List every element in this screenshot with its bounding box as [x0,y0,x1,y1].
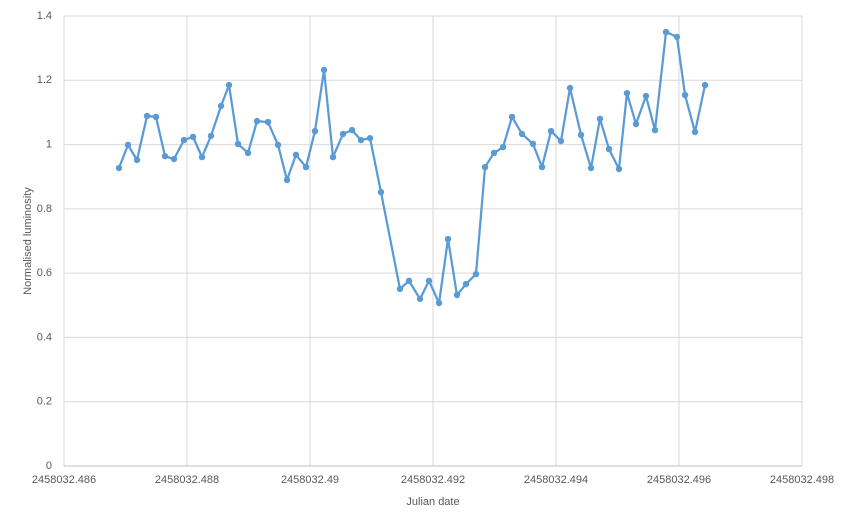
data-point [253,117,261,125]
data-point [481,163,489,171]
data-point [274,141,282,149]
data-point [642,92,650,100]
data-point [538,163,546,171]
y-tick-label: 1 [46,138,52,150]
data-point [320,66,328,74]
data-point [499,143,507,151]
y-tick-label: 1.4 [37,10,52,22]
data-point [366,134,374,142]
data-point [444,235,452,243]
data-point [143,112,151,120]
y-tick-label: 0.4 [37,331,52,343]
data-point [225,81,233,89]
data-point [357,136,365,144]
data-point [490,149,498,157]
y-tick-label: 0.8 [37,203,52,215]
data-point [691,128,699,136]
data-point [264,118,272,126]
data-point [170,155,178,163]
data-point [673,33,681,41]
data-point [547,127,555,135]
x-tick-label: 2458032.488 [155,474,219,486]
data-point [453,291,461,299]
data-point [596,115,604,123]
data-point [133,156,141,164]
data-point [681,91,689,99]
data-point [566,84,574,92]
data-point [701,81,709,89]
data-point [416,295,424,303]
data-point [124,141,132,149]
y-tick-label: 1.2 [37,74,52,86]
data-point [587,164,595,172]
data-point [207,132,215,140]
data-point [508,113,516,121]
data-point [152,113,160,121]
data-point [662,28,670,36]
data-point [377,188,385,196]
data-point [311,127,319,135]
data-point [472,270,480,278]
data-point [292,151,300,159]
data-point [189,133,197,141]
data-point [234,140,242,148]
data-point [435,299,443,307]
data-point [180,136,188,144]
data-point [329,153,337,161]
x-tick-label: 2458032.492 [401,474,465,486]
data-point [605,145,613,153]
data-point [651,126,659,134]
data-point [198,153,206,161]
data-point [577,131,585,139]
data-point [283,176,291,184]
data-point [161,152,169,160]
data-point [557,137,565,145]
data-point [348,126,356,134]
x-tick-label: 2458032.498 [770,474,834,486]
x-tick-label: 2458032.494 [524,474,588,486]
x-tick-label: 2458032.49 [281,474,339,486]
x-tick-label: 2458032.496 [647,474,711,486]
data-point [462,280,470,288]
data-point [244,149,252,157]
y-tick-label: 0 [46,460,52,472]
data-point [217,102,225,110]
x-axis-title: Julian date [406,496,459,508]
data-line [117,30,707,305]
data-point [425,277,433,285]
data-point [396,285,404,293]
data-point [529,140,537,148]
y-tick-label: 0.6 [37,267,52,279]
x-tick-label: 2458032.486 [32,474,96,486]
data-point [632,120,640,128]
data-point [302,163,310,171]
y-tick-label: 0.2 [37,396,52,408]
data-point [115,164,123,172]
y-axis-title: Normalised luminosity [22,187,34,295]
data-point [623,89,631,97]
data-point [518,130,526,138]
data-point [339,130,347,138]
data-point [405,277,413,285]
data-point [615,165,623,173]
